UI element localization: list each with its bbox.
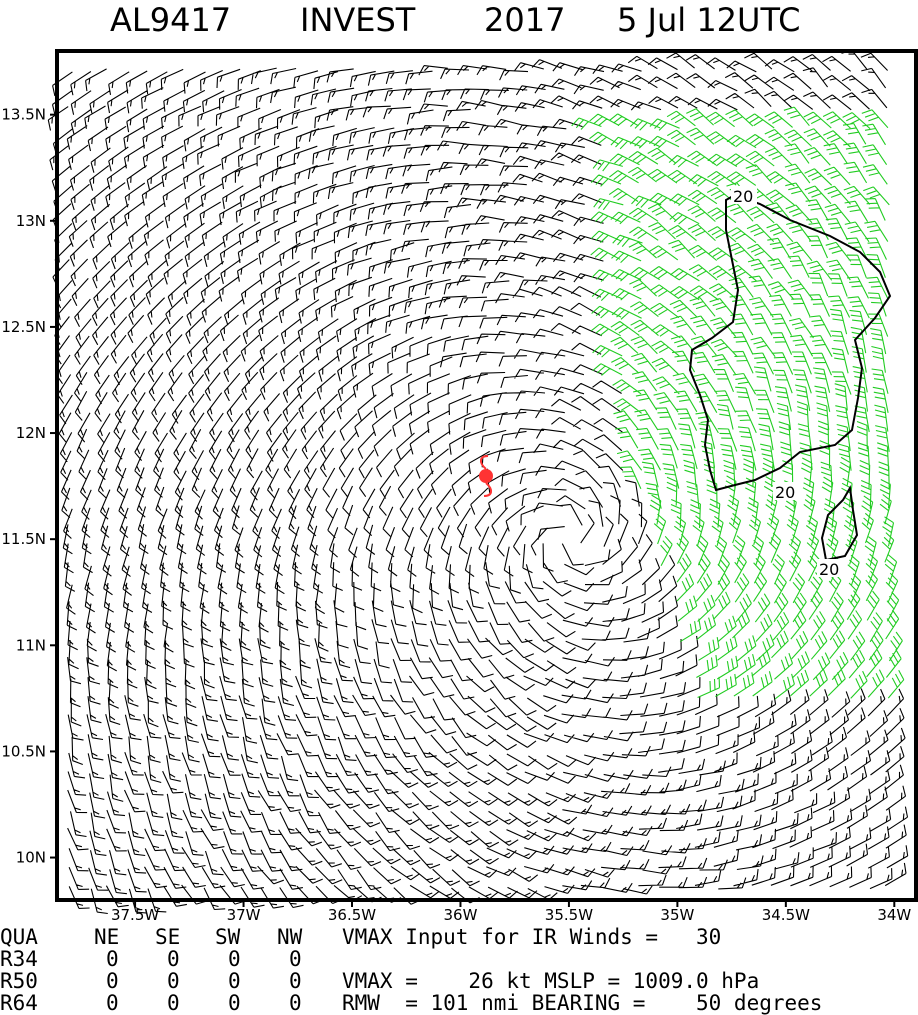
contour-20kt-main — [688, 193, 892, 492]
lon-label: 35.5W — [545, 906, 593, 924]
row-r34-se: 0 — [167, 947, 180, 971]
row-r64-se: 0 — [167, 991, 180, 1015]
map-frame — [55, 49, 918, 902]
title-bar: AL9417 INVEST 2017 5 Jul 12UTC — [0, 0, 918, 40]
storm-center-symbol — [479, 455, 493, 497]
info-vmax-input: VMAX Input for IR Winds = 30 — [342, 925, 722, 949]
wind-barbs-layer — [47, 49, 909, 915]
table-header-ne: NE — [94, 925, 120, 949]
row-r64-label: R64 — [0, 991, 38, 1015]
row-r34-label: R34 — [0, 947, 38, 971]
row-r50-se: 0 — [167, 969, 180, 993]
row-r64-nw: 0 — [289, 991, 302, 1015]
lat-label: 11.5N — [1, 530, 46, 548]
row-r64-sw: 0 — [228, 991, 241, 1015]
lat-label: 12N — [16, 424, 46, 442]
lat-label: 10.5N — [1, 742, 46, 760]
table-header-se: SE — [155, 925, 181, 949]
wind-barb-map: 20 20 20 13.5N 13N 12.5N 12N 11.5N 11N 10.5N 10… — [1, 49, 918, 924]
title-date: 5 Jul 12UTC — [617, 1, 801, 39]
lon-label: 35W — [660, 906, 694, 924]
lon-label: 36.5W — [328, 906, 376, 924]
table-header-sw: SW — [215, 925, 241, 949]
table-header-qua: QUA — [0, 925, 38, 949]
lon-label: 37W — [227, 906, 261, 924]
table-header-nw: NW — [277, 925, 303, 949]
lat-label: 13N — [16, 212, 46, 230]
latitude-labels: 13.5N 13N 12.5N 12N 11.5N 11N 10.5N 10N — [1, 106, 57, 867]
contour-label-middle: 20 — [775, 483, 795, 502]
lon-label: 37.5W — [111, 906, 159, 924]
row-r50-label: R50 — [0, 969, 38, 993]
lat-label: 13.5N — [1, 106, 46, 124]
row-r34-sw: 0 — [228, 947, 241, 971]
lon-label: 36W — [444, 906, 478, 924]
title-year: 2017 — [484, 1, 566, 39]
title-storm-type: INVEST — [300, 1, 416, 39]
contour-label-bottom: 20 — [819, 560, 839, 579]
contour-label-top: 20 — [733, 187, 753, 206]
longitude-labels: 37.5W 37W 36.5W 36W 35.5W 35W 34.5W 34W — [111, 900, 911, 924]
row-r50-nw: 0 — [289, 969, 302, 993]
row-r34-nw: 0 — [289, 947, 302, 971]
row-r34-ne: 0 — [106, 947, 119, 971]
wind-barbs-weak — [47, 49, 909, 915]
lat-label: 12.5N — [1, 318, 46, 336]
lon-label: 34W — [877, 906, 911, 924]
row-r50-ne: 0 — [106, 969, 119, 993]
info-rmw-bearing: RMW = 101 nmi BEARING = 50 degrees — [342, 991, 823, 1015]
info-vmax-mslp: VMAX = 26 kt MSLP = 1009.0 hPa — [342, 969, 760, 993]
row-r50-sw: 0 — [228, 969, 241, 993]
row-r64-ne: 0 — [106, 991, 119, 1015]
lat-label: 10N — [16, 849, 46, 867]
lat-label: 11N — [16, 636, 46, 654]
info-footer: QUA NE SE SW NW R34 0 0 0 0 R50 0 0 0 0 … — [0, 924, 918, 1014]
lon-label: 34.5W — [762, 906, 810, 924]
title-storm-id: AL9417 — [110, 1, 232, 39]
